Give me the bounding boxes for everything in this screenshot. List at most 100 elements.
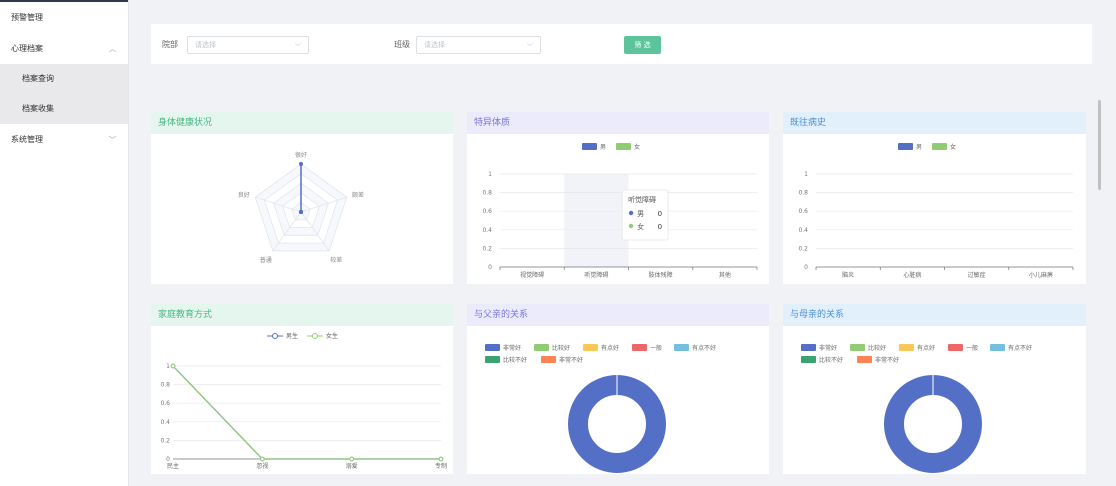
x-tick-label: 脑炎 (842, 271, 854, 279)
x-tick-label: 溺爱 (346, 462, 358, 470)
tooltip-value: 0 (658, 223, 662, 231)
x-tick-label: 听觉障碍 (584, 271, 608, 279)
legend-swatch (948, 344, 963, 351)
legend-label: 非常不好 (875, 356, 899, 364)
radar-indicator-label: 很好 (295, 151, 307, 159)
y-tick-label: 0.4 (160, 419, 170, 426)
filter-button[interactable]: 筛 选 (624, 36, 661, 54)
sidebar-item-label: 档案查询 (22, 74, 54, 83)
dept-select[interactable]: 请选择 ⌵ (187, 36, 309, 54)
series-point (170, 363, 176, 369)
mother-card: 与母亲的关系 非常好 比较好 有点好 一般 有点不好 比较不好 非常不好 (783, 304, 1086, 474)
health-card: 身体健康状况 很好 颇差 较差 普通 良好 (151, 112, 453, 284)
y-tick-label: 0.4 (798, 227, 808, 234)
y-tick-label: 1 (488, 171, 492, 178)
sidebar-item-psych-archive[interactable]: 心理档案 ︿ (0, 34, 128, 64)
edu-card-title: 家庭教育方式 (151, 304, 453, 326)
y-tick-label: 0.6 (482, 208, 492, 215)
legend-swatch (801, 356, 816, 363)
x-tick-label: 心脏病 (903, 271, 921, 279)
dept-label: 院部 (162, 40, 178, 49)
sidebar-item-warning[interactable]: 预警管理 (0, 3, 128, 33)
history-card: 既往病史 男 女 1 0.8 0.6 0.4 0.2 0 脑炎 心脏病 过敏症 小儿麻痹 (783, 112, 1086, 284)
health-card-title: 身体健康状况 (151, 112, 453, 134)
main-content: 院部 请选择 ⌵ 班级 请选择 ⌵ 筛 选 身体健康状况 很好 颇差 较差 普通 良好 … (129, 0, 1116, 486)
legend-label: 非常不好 (559, 356, 583, 364)
father-card-title: 与父亲的关系 (467, 304, 769, 326)
sidebar: 预警管理 心理档案 ︿ 档案查询 档案收集 系统管理 ﹀ (0, 0, 129, 486)
legend-label: 非常好 (503, 344, 521, 352)
legend-swatch (801, 344, 816, 351)
history-card-title: 既往病史 (783, 112, 1086, 134)
y-tick-label: 1 (804, 171, 808, 178)
x-tick-label: 肢体残障 (649, 271, 673, 279)
y-tick-label: 1 (166, 363, 170, 370)
legend-swatch (485, 356, 500, 363)
tooltip-series-name: 女 (637, 222, 644, 231)
special-card: 特异体质 男女 1 0.8 0.6 0.4 0.2 0 视觉障碍 听觉障碍 肢体残障 其他 听觉障碍男… (467, 112, 769, 284)
radar-axis (300, 196, 347, 213)
hover-band (564, 174, 629, 267)
legend-swatch (583, 344, 598, 351)
sidebar-item-label: 预警管理 (11, 13, 43, 22)
legend-swatch (616, 143, 631, 150)
special-bar-chart: 男女10.80.60.40.20视觉障碍 听觉障碍 肢体残障 其他听觉障碍男 0女 0 (482, 143, 758, 279)
sidebar-item-system[interactable]: 系统管理 ﹀ (0, 125, 128, 155)
pie-slice (884, 375, 982, 473)
scrollbar[interactable] (1098, 100, 1101, 190)
legend-swatch (582, 143, 597, 150)
legend-swatch (898, 143, 913, 150)
chevron-down-icon: ﹀ (109, 136, 116, 144)
tooltip-title: 听觉障碍 (628, 195, 656, 204)
x-tick-label: 民主 (167, 462, 179, 470)
x-tick-label: 过敏症 (968, 271, 986, 279)
chevron-down-icon: ⌵ (294, 39, 301, 48)
radar-axis (255, 196, 302, 213)
legend-label: 有点不好 (1008, 344, 1032, 352)
legend-label: 比较好 (868, 344, 886, 352)
chevron-up-icon: ︿ (109, 45, 116, 53)
legend-label: 比较不好 (819, 356, 843, 364)
legend-swatch (534, 344, 549, 351)
legend-label: 一般 (966, 344, 978, 352)
legend-label: 女 (950, 143, 956, 151)
y-tick-label: 0.8 (798, 190, 808, 197)
legend-swatch (990, 344, 1005, 351)
father-card: 与父亲的关系 非常好 比较好 有点好 一般 有点不好 比较不好 非常不好 (467, 304, 769, 474)
legend-swatch (932, 143, 947, 150)
pie-slice (568, 375, 666, 473)
y-tick-label: 0 (804, 264, 808, 271)
special-card-title: 特异体质 (467, 112, 769, 134)
legend-label: 女生 (326, 332, 338, 340)
legend-label: 比较不好 (503, 356, 527, 364)
legend-swatch (485, 344, 500, 351)
radar-axis (300, 211, 330, 252)
tooltip-marker (628, 210, 634, 216)
history-bar-chart: 男 女 1 0.8 0.6 0.4 0.2 0 脑炎 心脏病 过敏症 小儿麻痹 (798, 143, 1074, 279)
y-tick-label: 0.2 (482, 245, 492, 252)
legend-swatch (632, 344, 647, 351)
class-select[interactable]: 请选择 ⌵ (416, 36, 541, 54)
legend-label: 女 (634, 143, 640, 151)
y-tick-label: 0.2 (798, 245, 808, 252)
legend-marker (312, 333, 318, 339)
sidebar-item-label: 档案收集 (22, 104, 54, 113)
dept-select-placeholder: 请选择 (195, 41, 216, 49)
x-tick-label: 小儿麻痹 (1029, 271, 1053, 279)
radar-indicator-label: 普通 (260, 256, 272, 264)
sidebar-item-archive-collect[interactable]: 档案收集 (0, 94, 128, 124)
edu-line-chart: 男生 女生 1 0.8 0.6 0.4 0.2 0民主 忽视 溺爱 专制 (160, 332, 447, 470)
legend-label: 一般 (650, 344, 662, 352)
chevron-down-icon: ⌵ (526, 39, 533, 48)
legend-label: 男 (600, 144, 606, 151)
sidebar-item-label: 系统管理 (11, 135, 43, 144)
tooltip-marker (628, 223, 634, 229)
tooltip-value: 0 (658, 210, 662, 218)
radar-point (299, 210, 303, 214)
legend-label: 男生 (286, 332, 298, 340)
sidebar-item-archive-query[interactable]: 档案查询 (0, 64, 128, 94)
legend-marker (272, 333, 278, 339)
legend-swatch (857, 356, 872, 363)
legend-swatch (674, 344, 689, 351)
